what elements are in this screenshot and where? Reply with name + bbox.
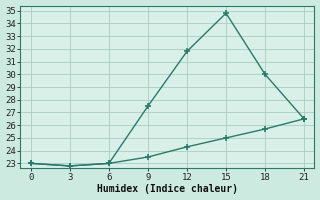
X-axis label: Humidex (Indice chaleur): Humidex (Indice chaleur) (97, 184, 238, 194)
